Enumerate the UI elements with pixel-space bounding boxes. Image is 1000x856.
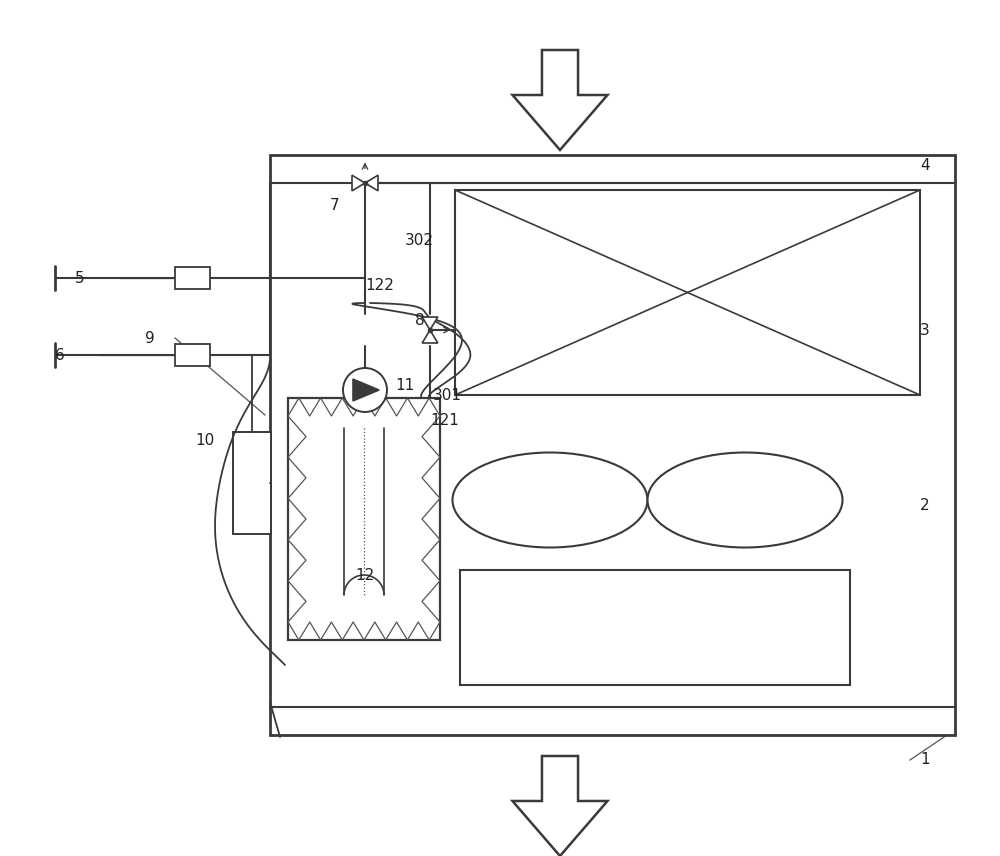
Text: 2: 2 <box>920 497 930 513</box>
Text: 6: 6 <box>55 348 65 362</box>
Bar <box>175 267 210 289</box>
Polygon shape <box>352 175 365 191</box>
Circle shape <box>343 368 387 412</box>
Bar <box>175 344 210 366</box>
Text: 12: 12 <box>355 568 374 582</box>
Text: 5: 5 <box>75 270 85 286</box>
Text: 121: 121 <box>430 413 459 427</box>
Text: 122: 122 <box>365 277 394 293</box>
Ellipse shape <box>648 453 842 548</box>
Bar <box>288 398 440 640</box>
Text: 301: 301 <box>433 388 462 402</box>
Text: 7: 7 <box>330 198 340 212</box>
Text: 3: 3 <box>920 323 930 337</box>
Text: 1: 1 <box>920 752 930 768</box>
Text: 10: 10 <box>195 432 214 448</box>
Bar <box>460 570 850 685</box>
Bar <box>233 432 271 534</box>
Text: 302: 302 <box>405 233 434 247</box>
Bar <box>270 155 955 735</box>
Text: 8: 8 <box>415 312 425 328</box>
Polygon shape <box>365 175 378 191</box>
Polygon shape <box>512 756 608 856</box>
Bar <box>455 190 920 395</box>
Text: 11: 11 <box>395 377 414 393</box>
Ellipse shape <box>452 453 648 548</box>
Polygon shape <box>512 50 608 150</box>
Text: 9: 9 <box>145 330 155 346</box>
Polygon shape <box>422 330 438 343</box>
Polygon shape <box>422 317 438 330</box>
Polygon shape <box>353 379 379 401</box>
Text: 4: 4 <box>920 158 930 173</box>
